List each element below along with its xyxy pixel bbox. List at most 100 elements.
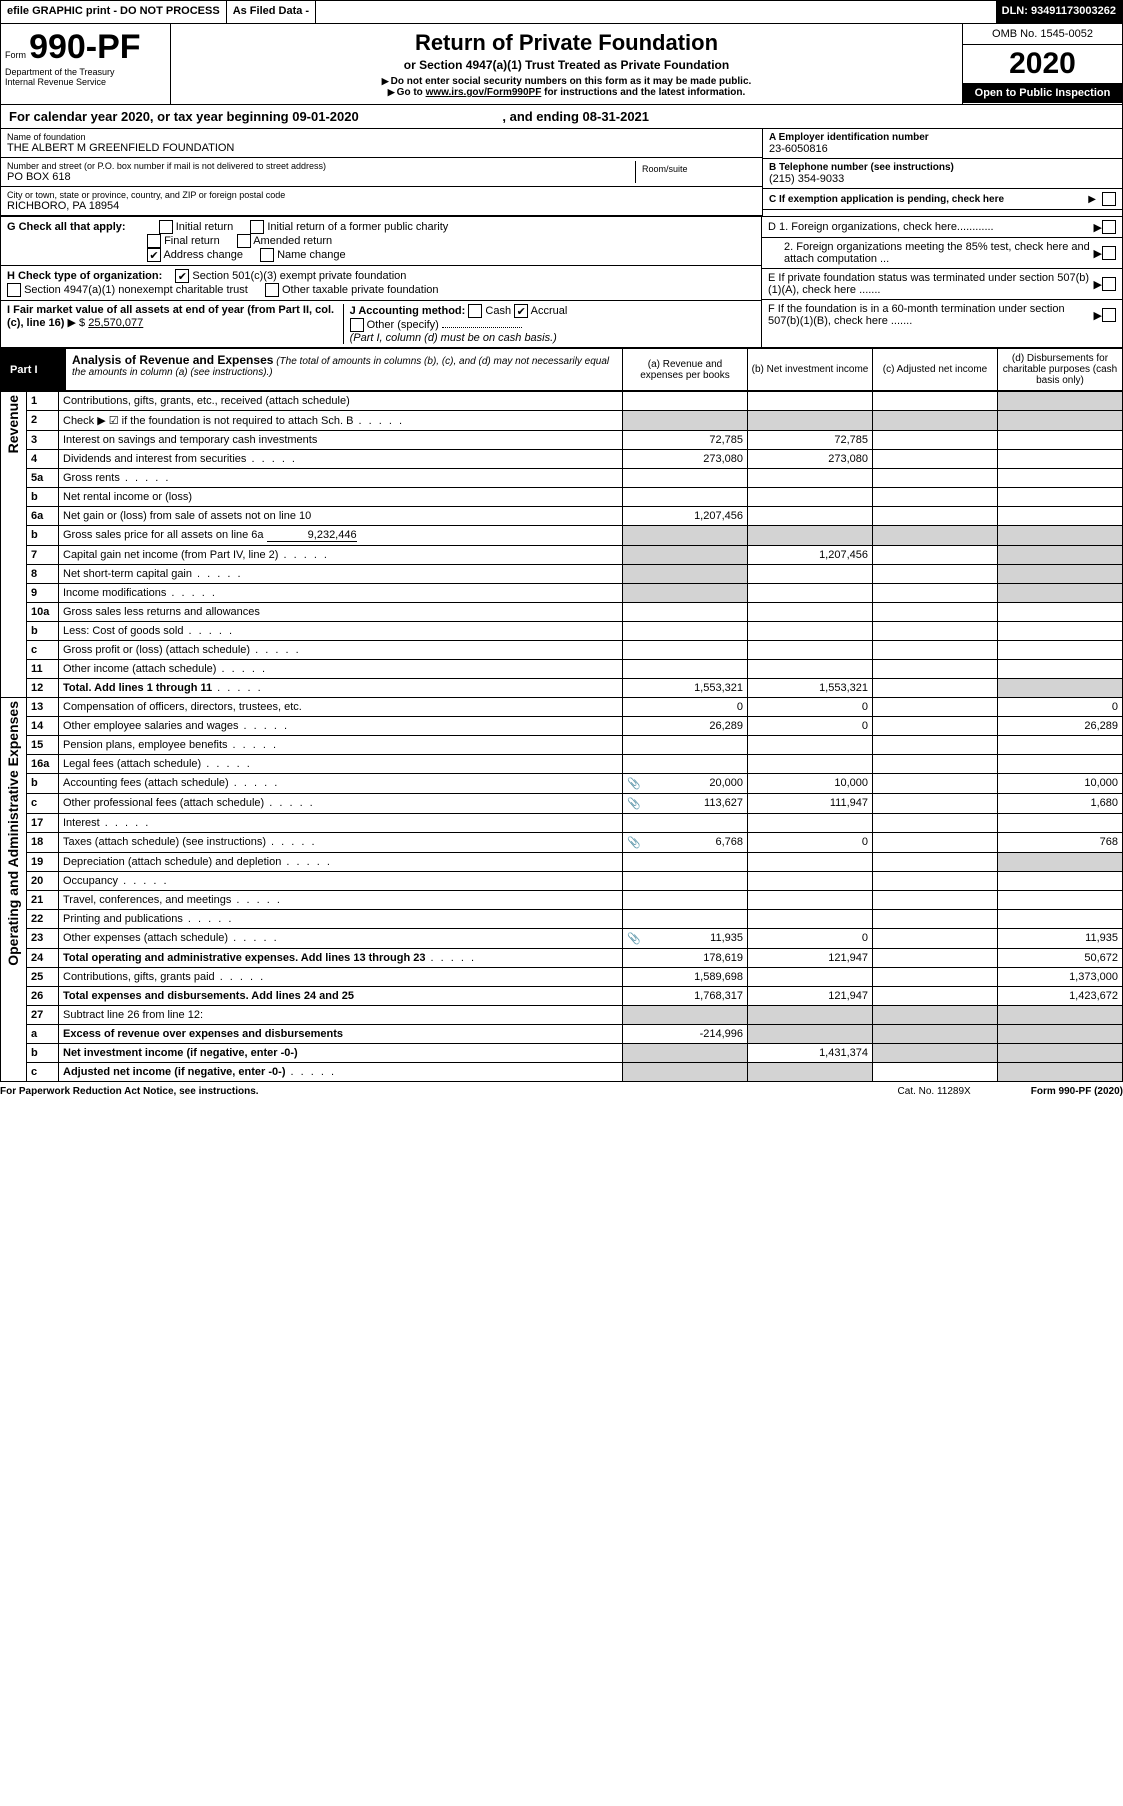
initial-return-chk[interactable]	[159, 220, 173, 234]
expenses-side-label: Operating and Administrative Expenses	[1, 698, 27, 1082]
cell-d	[998, 1044, 1123, 1063]
table-row: Operating and Administrative Expenses13C…	[1, 698, 1123, 717]
cell-b	[748, 853, 873, 872]
ij-row: I Fair market value of all assets at end…	[1, 301, 761, 347]
part1-title: Analysis of Revenue and Expenses (The to…	[66, 348, 623, 391]
row-desc: Contributions, gifts, grants paid	[59, 968, 623, 987]
d2-chk[interactable]	[1102, 246, 1116, 260]
irs-link[interactable]: www.irs.gov/Form990PF	[426, 87, 542, 98]
row-number: 17	[27, 814, 59, 833]
row-desc: Occupancy	[59, 872, 623, 891]
row-number: b	[27, 1044, 59, 1063]
cell-c	[873, 411, 998, 431]
cell-a	[623, 584, 748, 603]
row-desc: Accounting fees (attach schedule)	[59, 774, 623, 794]
row-desc: Gross profit or (loss) (attach schedule)	[59, 641, 623, 660]
cell-a	[623, 853, 748, 872]
cell-d	[998, 891, 1123, 910]
address-change-chk[interactable]	[147, 248, 161, 262]
cell-c	[873, 968, 998, 987]
row-desc: Excess of revenue over expenses and disb…	[59, 1025, 623, 1044]
table-row: 9Income modifications	[1, 584, 1123, 603]
row-desc: Taxes (attach schedule) (see instruction…	[59, 833, 623, 853]
f-chk[interactable]	[1102, 308, 1116, 322]
cell-a	[623, 910, 748, 929]
row-number: 19	[27, 853, 59, 872]
cell-c	[873, 910, 998, 929]
501c3-chk[interactable]	[175, 269, 189, 283]
cell-a	[623, 469, 748, 488]
other-taxable-chk[interactable]	[265, 283, 279, 297]
cell-a: 1,589,698	[623, 968, 748, 987]
other-method-chk[interactable]	[350, 318, 364, 332]
cell-c	[873, 507, 998, 526]
row-desc: Printing and publications	[59, 910, 623, 929]
row-number: 2	[27, 411, 59, 431]
row-number: 12	[27, 679, 59, 698]
cash-chk[interactable]	[468, 304, 482, 318]
cell-c	[873, 565, 998, 584]
cell-d	[998, 507, 1123, 526]
cell-d	[998, 1025, 1123, 1044]
row-desc: Depreciation (attach schedule) and deple…	[59, 853, 623, 872]
table-row: cAdjusted net income (if negative, enter…	[1, 1063, 1123, 1082]
4947-chk[interactable]	[7, 283, 21, 297]
tel-cell: B Telephone number (see instructions) (2…	[763, 159, 1122, 189]
row-desc: Compensation of officers, directors, tru…	[59, 698, 623, 717]
table-row: 7Capital gain net income (from Part IV, …	[1, 546, 1123, 565]
cell-a	[623, 488, 748, 507]
c-checkbox[interactable]	[1102, 192, 1116, 206]
cell-b	[748, 469, 873, 488]
cell-d: 10,000	[998, 774, 1123, 794]
form-number: 990-PF	[29, 28, 141, 66]
e-chk[interactable]	[1102, 277, 1116, 291]
ein-cell: A Employer identification number 23-6050…	[763, 129, 1122, 159]
name-change-chk[interactable]	[260, 248, 274, 262]
cell-a	[623, 1006, 748, 1025]
table-row: bNet investment income (if negative, ent…	[1, 1044, 1123, 1063]
final-return-chk[interactable]	[147, 234, 161, 248]
cell-d	[998, 622, 1123, 641]
cell-d	[998, 565, 1123, 584]
amended-chk[interactable]	[237, 234, 251, 248]
cell-c	[873, 929, 998, 949]
header-bar: efile GRAPHIC print - DO NOT PROCESS As …	[0, 0, 1123, 24]
cell-c	[873, 1025, 998, 1044]
table-row: 14Other employee salaries and wages26,28…	[1, 717, 1123, 736]
col-a-head: (a) Revenue and expenses per books	[623, 348, 748, 391]
row-number: 22	[27, 910, 59, 929]
row-number: b	[27, 622, 59, 641]
table-row: 5aGross rents	[1, 469, 1123, 488]
table-row: bGross sales price for all assets on lin…	[1, 526, 1123, 546]
cell-a	[623, 1063, 748, 1082]
cell-c	[873, 698, 998, 717]
row-desc: Gross sales price for all assets on line…	[59, 526, 623, 546]
table-row: cGross profit or (loss) (attach schedule…	[1, 641, 1123, 660]
row-number: 7	[27, 546, 59, 565]
cell-a: 📎11,935	[623, 929, 748, 949]
row-desc: Contributions, gifts, grants, etc., rece…	[59, 392, 623, 411]
row-desc: Interest on savings and temporary cash i…	[59, 431, 623, 450]
cell-a: 1,768,317	[623, 987, 748, 1006]
table-row: 24Total operating and administrative exp…	[1, 949, 1123, 968]
row-number: b	[27, 774, 59, 794]
row-desc: Capital gain net income (from Part IV, l…	[59, 546, 623, 565]
cell-d	[998, 526, 1123, 546]
cell-b	[748, 968, 873, 987]
cell-a	[623, 641, 748, 660]
cell-d	[998, 450, 1123, 469]
accrual-chk[interactable]	[514, 304, 528, 318]
row-desc: Total expenses and disbursements. Add li…	[59, 987, 623, 1006]
cell-c	[873, 546, 998, 565]
calendar-year-row: For calendar year 2020, or tax year begi…	[0, 105, 1123, 129]
cell-d: 26,289	[998, 717, 1123, 736]
omb-label: OMB No. 1545-0052	[963, 24, 1122, 45]
cell-a: 273,080	[623, 450, 748, 469]
table-row: 25Contributions, gifts, grants paid1,589…	[1, 968, 1123, 987]
cell-d	[998, 853, 1123, 872]
cell-b	[748, 660, 873, 679]
d1-chk[interactable]	[1102, 220, 1116, 234]
initial-former-chk[interactable]	[250, 220, 264, 234]
row-number: 5a	[27, 469, 59, 488]
table-row: cOther professional fees (attach schedul…	[1, 794, 1123, 814]
